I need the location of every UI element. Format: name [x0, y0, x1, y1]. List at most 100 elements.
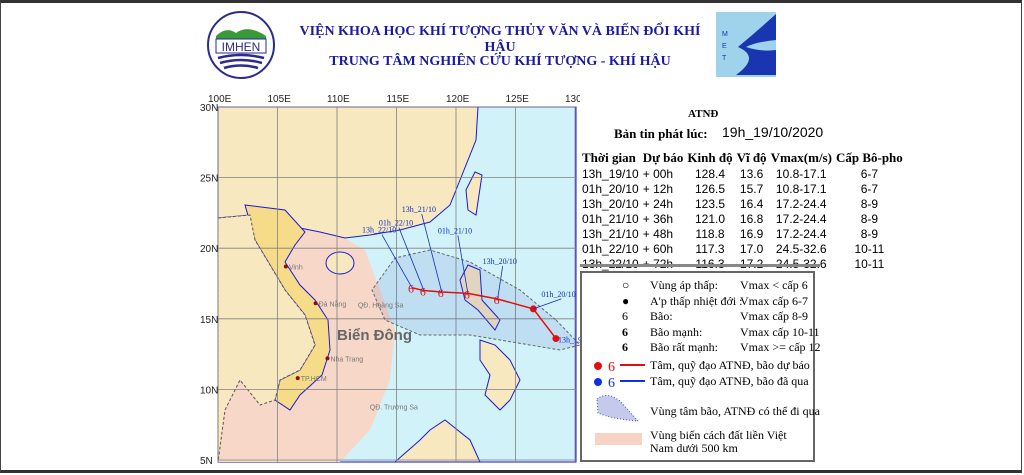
table-cell: 01h_22/10 [582, 241, 639, 256]
legend-value: Vmax cấp 10-11 [740, 324, 820, 339]
table-cell: 16.8 [739, 211, 764, 226]
lon-tick-label: 105E [268, 94, 292, 105]
table-cell: 8-9 [860, 226, 879, 241]
lat-tick-label: 10N [200, 385, 218, 396]
legend-value: Vmax >= cấp 12 [740, 340, 821, 354]
cone-label: Vùng tâm bão, ATNĐ có thể đi qua [650, 404, 820, 418]
svg-text:M: M [722, 31, 728, 38]
column-header: Vmax(m/s) [770, 150, 832, 165]
lat-tick-label: 30N [200, 103, 218, 114]
very-strong-storm-icon: 6 [622, 340, 628, 354]
forecast-dot-icon [594, 362, 602, 370]
table-cell: 126.5 [694, 181, 725, 196]
legend-label: A'p thấp nhiệt đới : [650, 293, 743, 308]
table-cell: + 72h [642, 256, 674, 271]
track-storm-symbol: 6 [438, 286, 444, 300]
table-cell: + 48h [642, 226, 674, 241]
legend-value: Vmax cấp 8-9 [740, 309, 808, 323]
place-label: Đà Nẵng [319, 299, 347, 308]
table-cell: 16.9 [739, 226, 764, 241]
zone-swatch-icon [595, 433, 642, 445]
uncertainty-cone [371, 249, 580, 351]
lat-tick-label: 20N [200, 244, 218, 255]
table-row: 13h_22/10 + 72h 116.3 17.2 24.5-32.6 10-11 [580, 256, 905, 271]
map-grid [217, 106, 576, 462]
track-point [552, 335, 560, 343]
place-label: QĐ. Trường Sa [370, 404, 418, 411]
lat-tick-label: 15N [200, 315, 218, 326]
table-cell: 8-9 [860, 196, 879, 211]
track-storm-symbol: 6 [420, 285, 426, 299]
table-cell: 121.0 [694, 211, 725, 226]
svg-text:IMHEN: IMHEN [222, 40, 261, 54]
table-cell: 13h_20/10 [582, 196, 639, 211]
table-cell: 116.3 [695, 256, 725, 271]
table-cell: + 00h [642, 166, 674, 181]
table-cell: + 36h [642, 211, 674, 226]
storm-symbol-icon: 6 [622, 309, 628, 323]
table-cell: 128.4 [694, 166, 725, 181]
filled-circle-icon: ● [622, 293, 630, 308]
lon-tick-label: 130E [565, 94, 580, 105]
table-cell: + 60h [642, 241, 674, 256]
track-time-label: 13h_20/10 [483, 257, 517, 266]
lon-tick-label: 115E [387, 94, 410, 105]
forecast-track-label: Tâm, quỹ đạo ATNĐ, bão dự báo [650, 358, 810, 372]
table-cell: 17.2-24.4 [775, 196, 827, 211]
city-marker [283, 264, 288, 269]
table-cell: 13h_21/10 [582, 226, 639, 241]
track-label-leader [533, 298, 562, 310]
place-label: QĐ. Hoàng Sa [358, 303, 404, 310]
table-cell: 16.4 [739, 196, 764, 211]
legend-value: Vmax < cấp 6 [740, 278, 808, 292]
table-cell: + 24h [642, 196, 674, 211]
lon-tick-label: 110E [327, 94, 350, 105]
table-cell: 24.5-32.6 [775, 241, 827, 256]
table-cell: 10-11 [854, 241, 885, 256]
table-cell: 8-9 [860, 211, 879, 226]
cone-swatch-icon [596, 395, 640, 422]
past-dot-icon [594, 378, 602, 386]
table-cell: 24.5-32.6 [775, 256, 827, 271]
table-cell: 118.8 [695, 226, 725, 241]
track-time-label: 01h_22/10 [379, 219, 413, 228]
track-time-label: 13h_21/10 [402, 205, 436, 214]
forecast-storm-icon: 6 [608, 360, 615, 375]
city-marker [295, 376, 300, 381]
legend-label: Vùng áp thấp: [650, 278, 718, 292]
issued-label: Bản tin phát lúc: [614, 126, 708, 141]
legend: ○ Vùng áp thấp: Vmax < cấp 6 ● A'p thấp nhiệ… [580, 271, 821, 462]
past-storm-icon: 6 [608, 376, 615, 391]
track-time-label: 13h_22/10 [362, 226, 396, 235]
imhen-logo: IMHEN [207, 11, 275, 79]
column-header: Dự báo [642, 150, 684, 165]
table-cell: 117.3 [695, 241, 725, 256]
center-title: TRUNG TÂM NGHIÊN CỨU KHÍ TƯỢNG - KHÍ HẬU [329, 54, 671, 69]
place-label: TP.HCM [301, 376, 327, 383]
past-track-label: Tâm, quỹ đạo ATNĐ, bão đã qua [650, 374, 809, 388]
svg-text:E: E [722, 43, 727, 50]
table-cell: 13h_22/10 [582, 256, 639, 271]
storm-track-map: 100E 105E 110E 115E 120E 125E 130E 30N 25N 20N 15N… [200, 94, 580, 467]
bulletin-title: ATNĐ [688, 108, 719, 120]
table-divider [580, 264, 820, 267]
table-cell: 10.8-17.1 [775, 166, 827, 181]
cmetc-logo: M E T [716, 12, 776, 77]
legend-value: Vmax cấp 6-7 [740, 293, 808, 308]
borneo-land [393, 419, 481, 463]
lat-tick-label: 5N [200, 456, 213, 467]
issued-value: 19h_19/10/2020 [722, 124, 824, 140]
table-row: 13h_19/10 + 00h 128.4 13.6 10.8-17.1 6-7 [580, 166, 905, 181]
institute-title: VIỆN KHOA HỌC KHÍ TƯỢNG THỦY VĂN VÀ BIẾN… [299, 24, 701, 55]
table-cell: 10-11 [854, 256, 885, 271]
column-header: Vĩ độ [736, 150, 767, 165]
legend-label: Bão rất mạnh: [650, 340, 718, 354]
city-marker [313, 301, 318, 306]
track-time-label: 01h_21/10 [438, 226, 472, 235]
track-label-leader [421, 213, 443, 293]
city-marker [325, 356, 330, 361]
table-cell: 17.2 [739, 256, 764, 271]
lat-tick-label: 25N [200, 174, 218, 185]
table-cell: 6-7 [860, 181, 879, 196]
